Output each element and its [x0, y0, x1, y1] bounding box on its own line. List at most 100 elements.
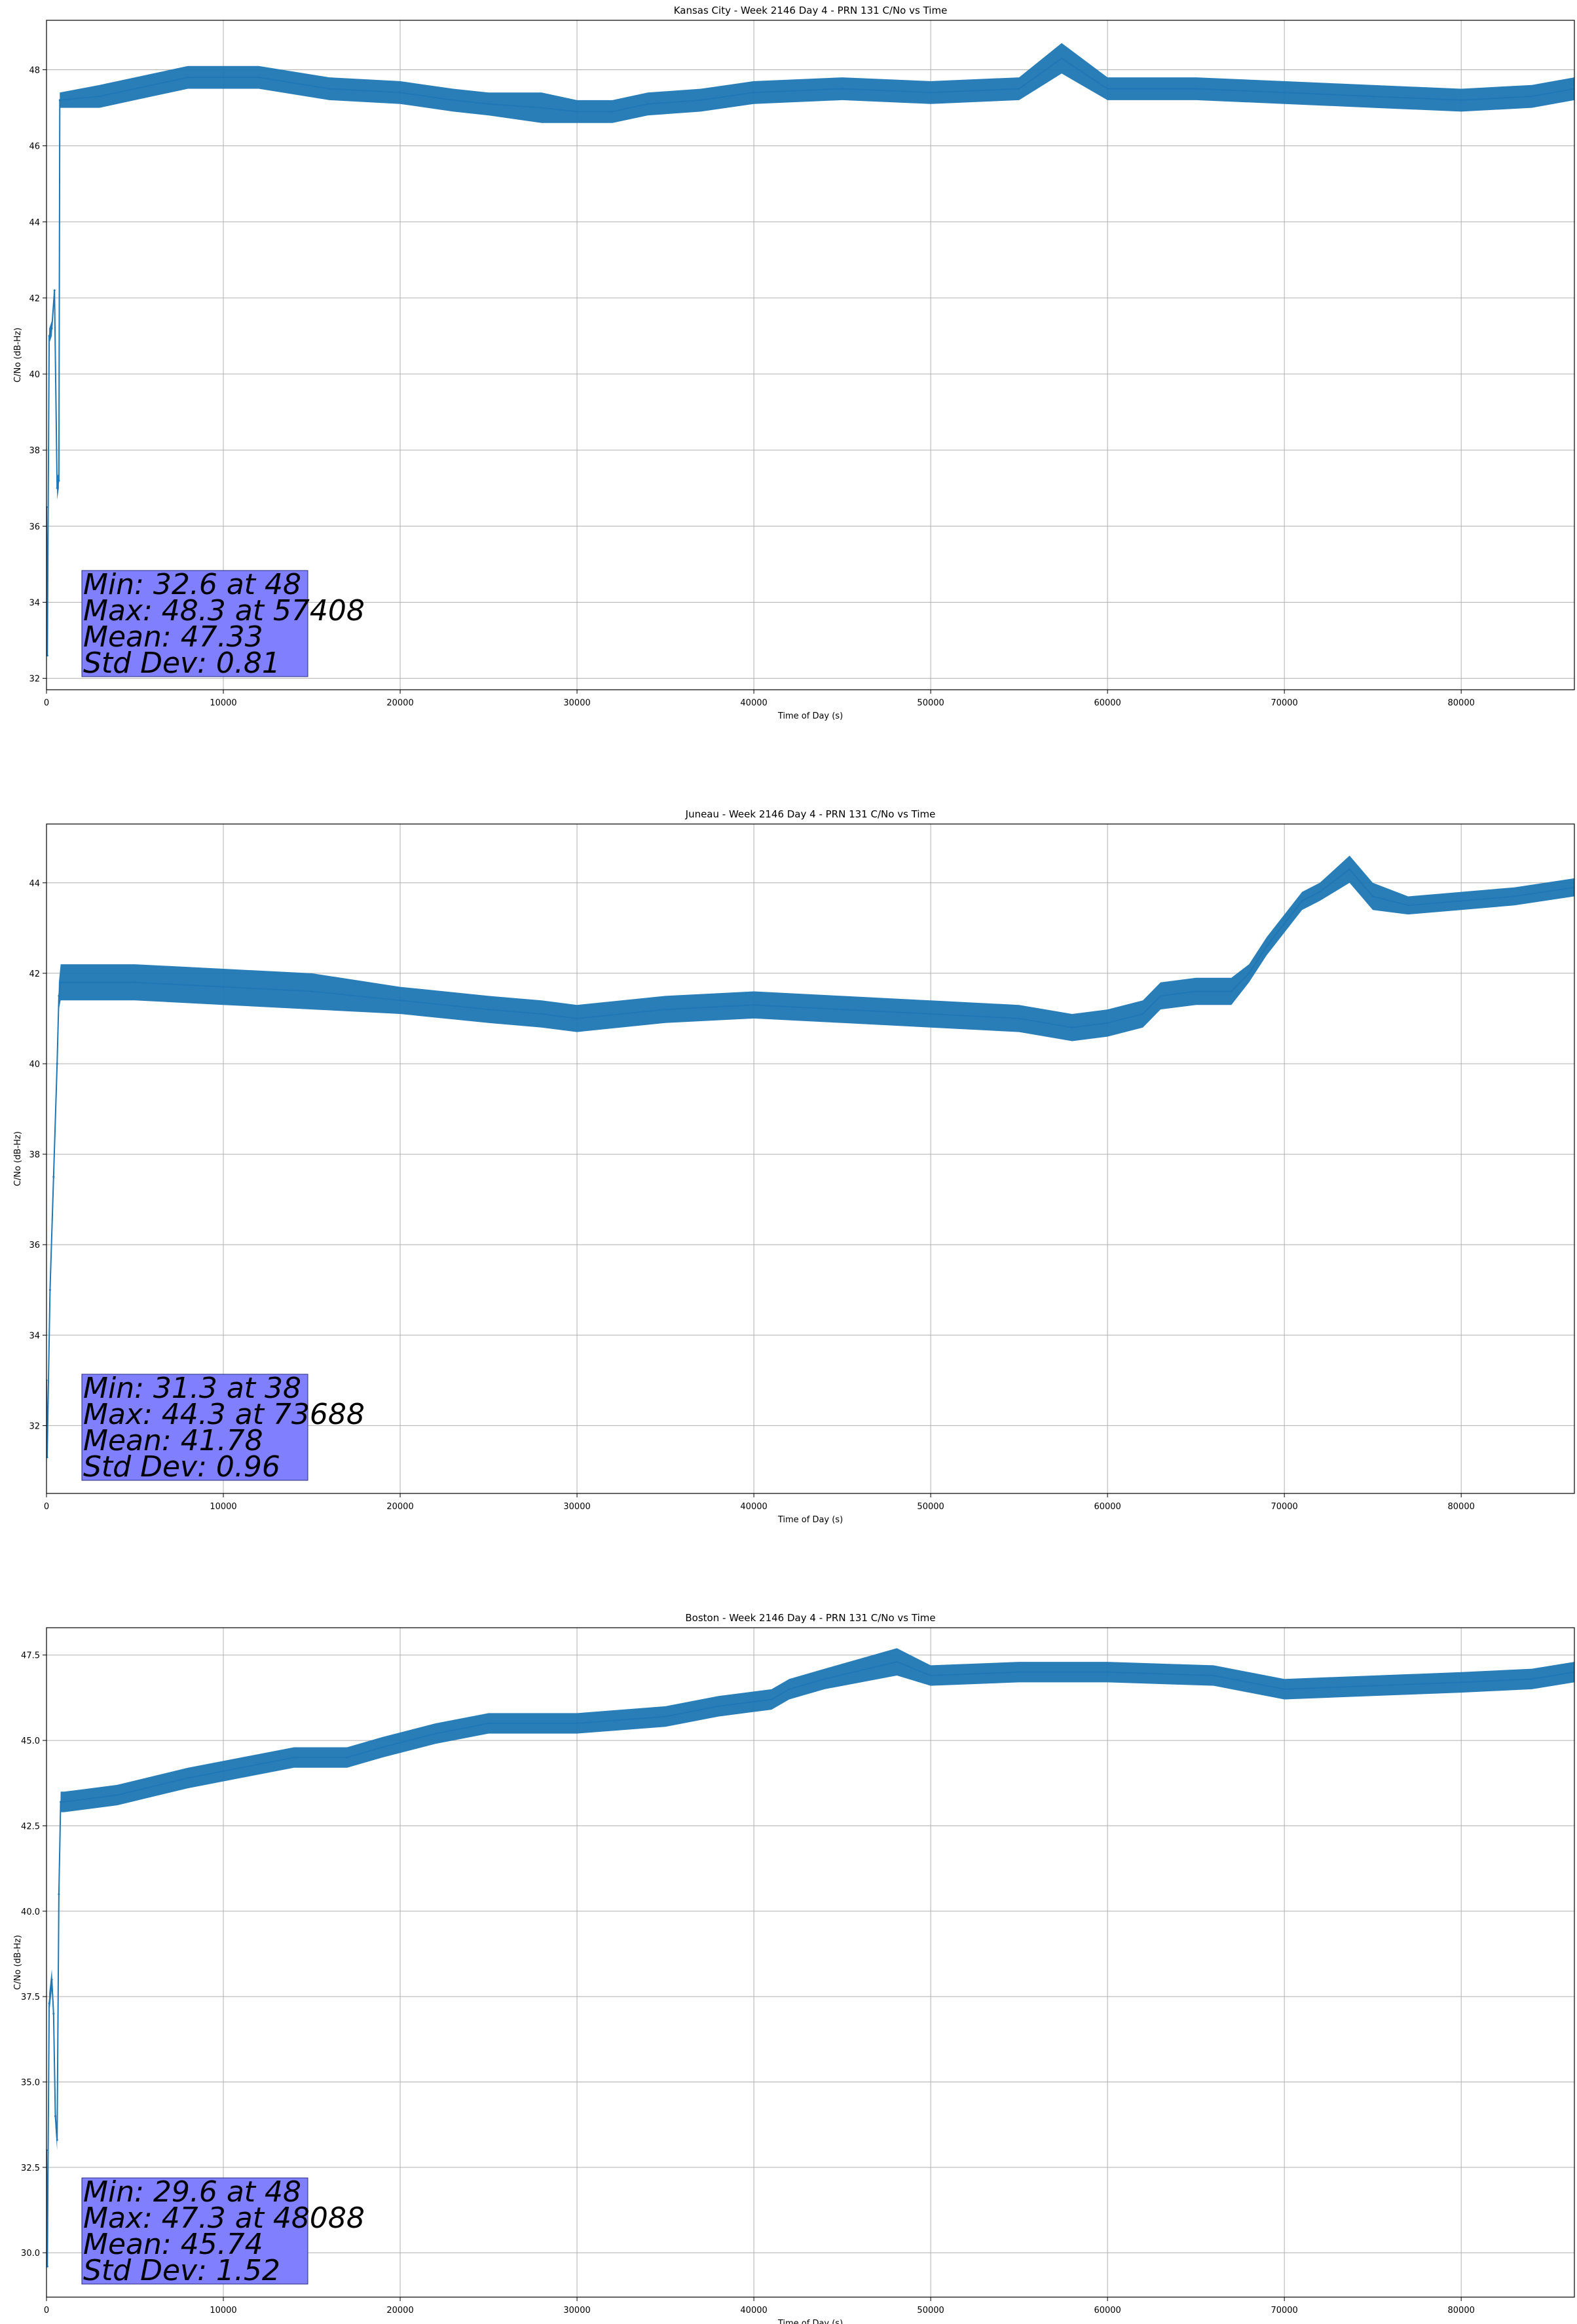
data-point	[1018, 1671, 1020, 1674]
data-point	[48, 335, 50, 337]
y-tick-label: 45.0	[21, 1736, 40, 1746]
data-point	[611, 110, 614, 113]
data-point	[1531, 1677, 1533, 1680]
data-point	[58, 99, 61, 102]
data-point	[54, 2115, 56, 2118]
data-point	[310, 990, 313, 992]
data-point	[540, 1013, 543, 1015]
data-point	[399, 999, 401, 1002]
x-axis-label: Time of Day (s)	[777, 2319, 843, 2324]
stats-line: Std Dev: 0.81	[83, 647, 280, 680]
data-point	[717, 1705, 720, 1708]
plot-frame	[46, 1627, 1575, 2298]
data-point	[1195, 990, 1197, 992]
data-point	[576, 1017, 578, 1020]
x-tick-label: 80000	[1448, 2306, 1475, 2315]
data-point	[46, 2265, 48, 2268]
y-tick-label: 32	[29, 675, 40, 684]
x-tick-label: 0	[44, 2306, 49, 2315]
chart-panel-juneau: 0 10000 20000 30000 40000 50000 60000 70000 8000…	[13, 808, 1575, 1525]
data-point	[52, 1176, 55, 1178]
data-point	[1265, 945, 1268, 947]
x-tick-label: 60000	[1094, 2306, 1121, 2315]
data-point	[1159, 994, 1162, 997]
stats-box-background	[81, 1374, 308, 1481]
y-tick-label: 47.5	[21, 1651, 40, 1661]
data-point	[1460, 899, 1462, 902]
data-point	[60, 981, 62, 984]
y-axis-label: C/No (dB-Hz)	[13, 1131, 23, 1186]
data-point	[1212, 1674, 1215, 1677]
data-point	[1230, 990, 1233, 992]
plot-area	[46, 855, 1574, 1459]
y-axis-label: C/No (dB-Hz)	[13, 1935, 23, 1990]
chart-panel-boston: 0 10000 20000 30000 40000 50000 60000 70000 8000…	[13, 1612, 1575, 2324]
series-group	[46, 855, 1574, 1459]
data-point	[1018, 1017, 1020, 1020]
data-point	[929, 1013, 932, 1015]
series-line	[46, 1661, 1574, 2267]
data-point	[576, 1722, 578, 1725]
y-tick-label: 32.5	[21, 2164, 40, 2173]
data-point	[222, 986, 225, 988]
x-tick-label: 10000	[210, 698, 236, 708]
data-point	[50, 1978, 53, 1981]
x-tick-label: 10000	[210, 2306, 236, 2315]
data-point	[1283, 1688, 1286, 1691]
x-tick-label: 20000	[386, 2306, 413, 2315]
data-point	[823, 1677, 826, 1680]
data-point	[788, 1688, 790, 1691]
data-point	[752, 91, 755, 94]
data-point	[58, 1893, 60, 1896]
data-point	[63, 1801, 65, 1803]
data-point	[1513, 895, 1515, 897]
data-point	[1348, 868, 1351, 871]
data-point	[664, 1715, 667, 1718]
data-point	[257, 76, 260, 79]
data-point	[1371, 1685, 1374, 1687]
y-tick-label: 44	[29, 879, 40, 889]
data-point	[381, 1746, 384, 1748]
stats-line: Max: 44.3 at 73688	[83, 1398, 365, 1431]
data-point	[699, 99, 702, 102]
x-axis-label: Time of Day (s)	[777, 1515, 843, 1525]
x-tick-label: 60000	[1094, 698, 1121, 708]
chart-title: Boston - Week 2146 Day 4 - PRN 131 C/No …	[685, 1612, 935, 1624]
stats-line: Min: 32.6 at 48	[83, 568, 301, 601]
y-tick-label: 32	[29, 1421, 40, 1431]
data-point	[770, 1698, 773, 1700]
stats-line: Min: 29.6 at 48	[83, 2175, 301, 2209]
plot-area	[46, 43, 1574, 657]
y-tick-label: 36	[29, 1241, 40, 1250]
axis-ticks: 0 10000 20000 30000 40000 50000 60000 70000 8000…	[29, 66, 1474, 708]
data-point	[48, 1288, 51, 1291]
y-tick-label: 34	[29, 598, 40, 608]
y-tick-label: 34	[29, 1331, 40, 1341]
x-tick-label: 80000	[1448, 698, 1475, 708]
stats-line: Max: 47.3 at 48088	[83, 2202, 365, 2235]
data-point	[399, 91, 401, 94]
data-point	[56, 487, 58, 489]
axis-ticks: 0 10000 20000 30000 40000 50000 60000 70000 8000…	[21, 1651, 1475, 2315]
y-tick-label: 44	[29, 218, 40, 228]
x-axis-label: Time of Day (s)	[777, 711, 843, 721]
data-point	[58, 479, 60, 482]
stats-box-background	[81, 2177, 308, 2285]
y-tick-label: 38	[29, 446, 40, 456]
y-tick-label: 38	[29, 1150, 40, 1160]
stats-line: Max: 48.3 at 57408	[83, 594, 365, 628]
series-band	[46, 43, 1574, 656]
data-point	[1106, 88, 1109, 90]
grid-lines	[46, 1628, 1574, 2297]
stats-line: Min: 31.3 at 38	[83, 1372, 301, 1405]
data-point	[841, 88, 844, 90]
data-point	[1060, 57, 1063, 60]
data-point	[1371, 95, 1374, 98]
y-tick-label: 42.5	[21, 1822, 40, 1831]
x-tick-label: 50000	[917, 698, 944, 708]
x-tick-label: 40000	[740, 1502, 767, 1512]
data-point	[58, 994, 60, 997]
stats-line: Mean: 41.78	[83, 1424, 263, 1457]
